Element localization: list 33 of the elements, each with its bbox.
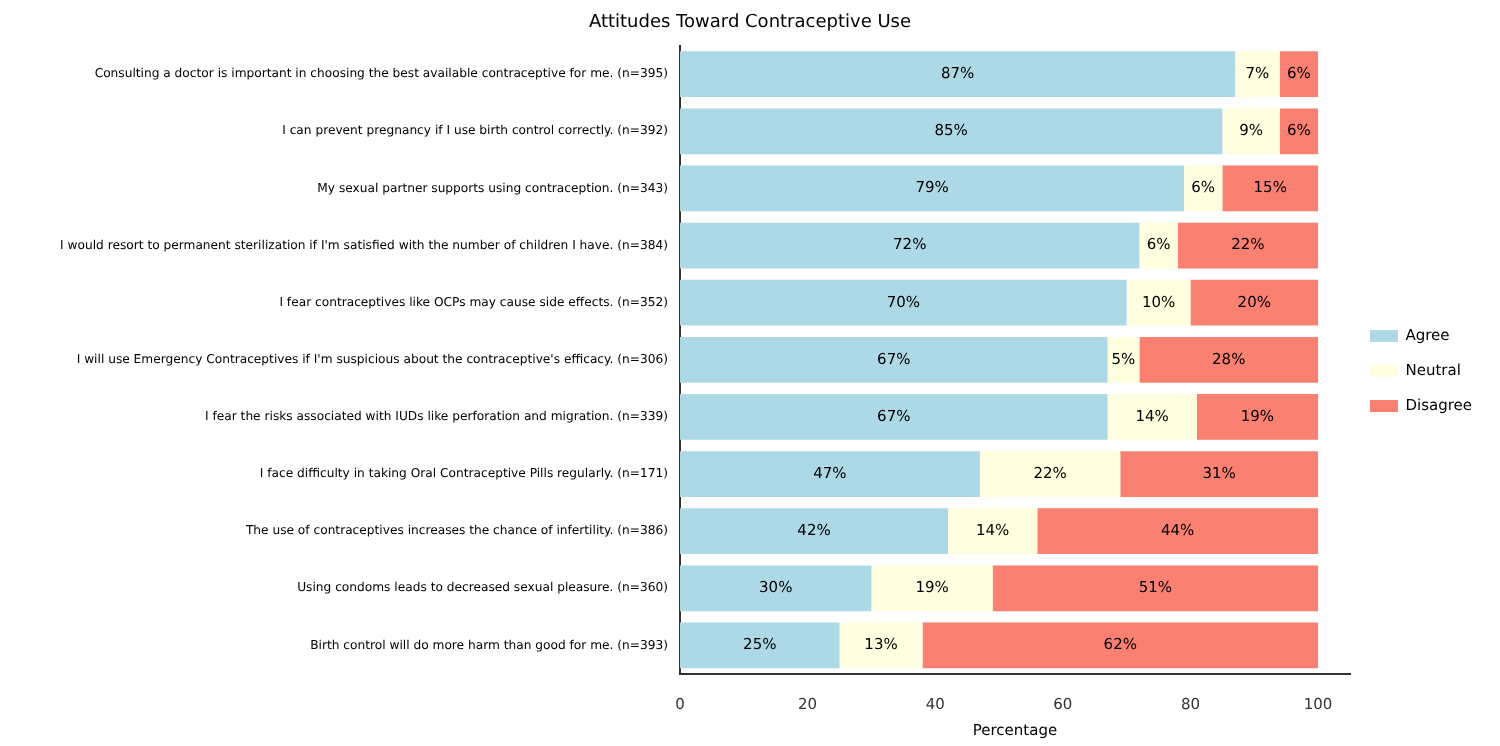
bar (979, 451, 1121, 497)
bar (871, 565, 993, 612)
bar (680, 51, 1236, 98)
bar (922, 622, 1319, 669)
bar (1222, 108, 1280, 155)
bar (1177, 222, 1319, 269)
bar (1107, 336, 1140, 383)
bar (1235, 51, 1280, 98)
bar (680, 165, 1185, 212)
bar (1196, 394, 1319, 440)
bar (1279, 108, 1319, 155)
bar (680, 108, 1223, 155)
bar (680, 565, 872, 612)
bar (1279, 51, 1319, 98)
bar (947, 508, 1038, 555)
bar (1120, 451, 1319, 497)
bar (1190, 279, 1319, 326)
bar (680, 622, 840, 669)
bar (680, 394, 1108, 440)
bar (680, 451, 980, 497)
bar (680, 222, 1140, 269)
bar (839, 622, 923, 669)
bar (992, 565, 1319, 612)
bar (680, 279, 1127, 326)
bar (1126, 279, 1191, 326)
bar (1037, 508, 1319, 555)
bar (680, 336, 1108, 383)
bar (1139, 336, 1319, 383)
bar (1139, 222, 1178, 269)
bar (1222, 165, 1319, 212)
bar (1107, 394, 1197, 440)
chart-title: Attitudes Toward Contraceptive Use (588, 13, 912, 34)
bar (680, 508, 948, 555)
